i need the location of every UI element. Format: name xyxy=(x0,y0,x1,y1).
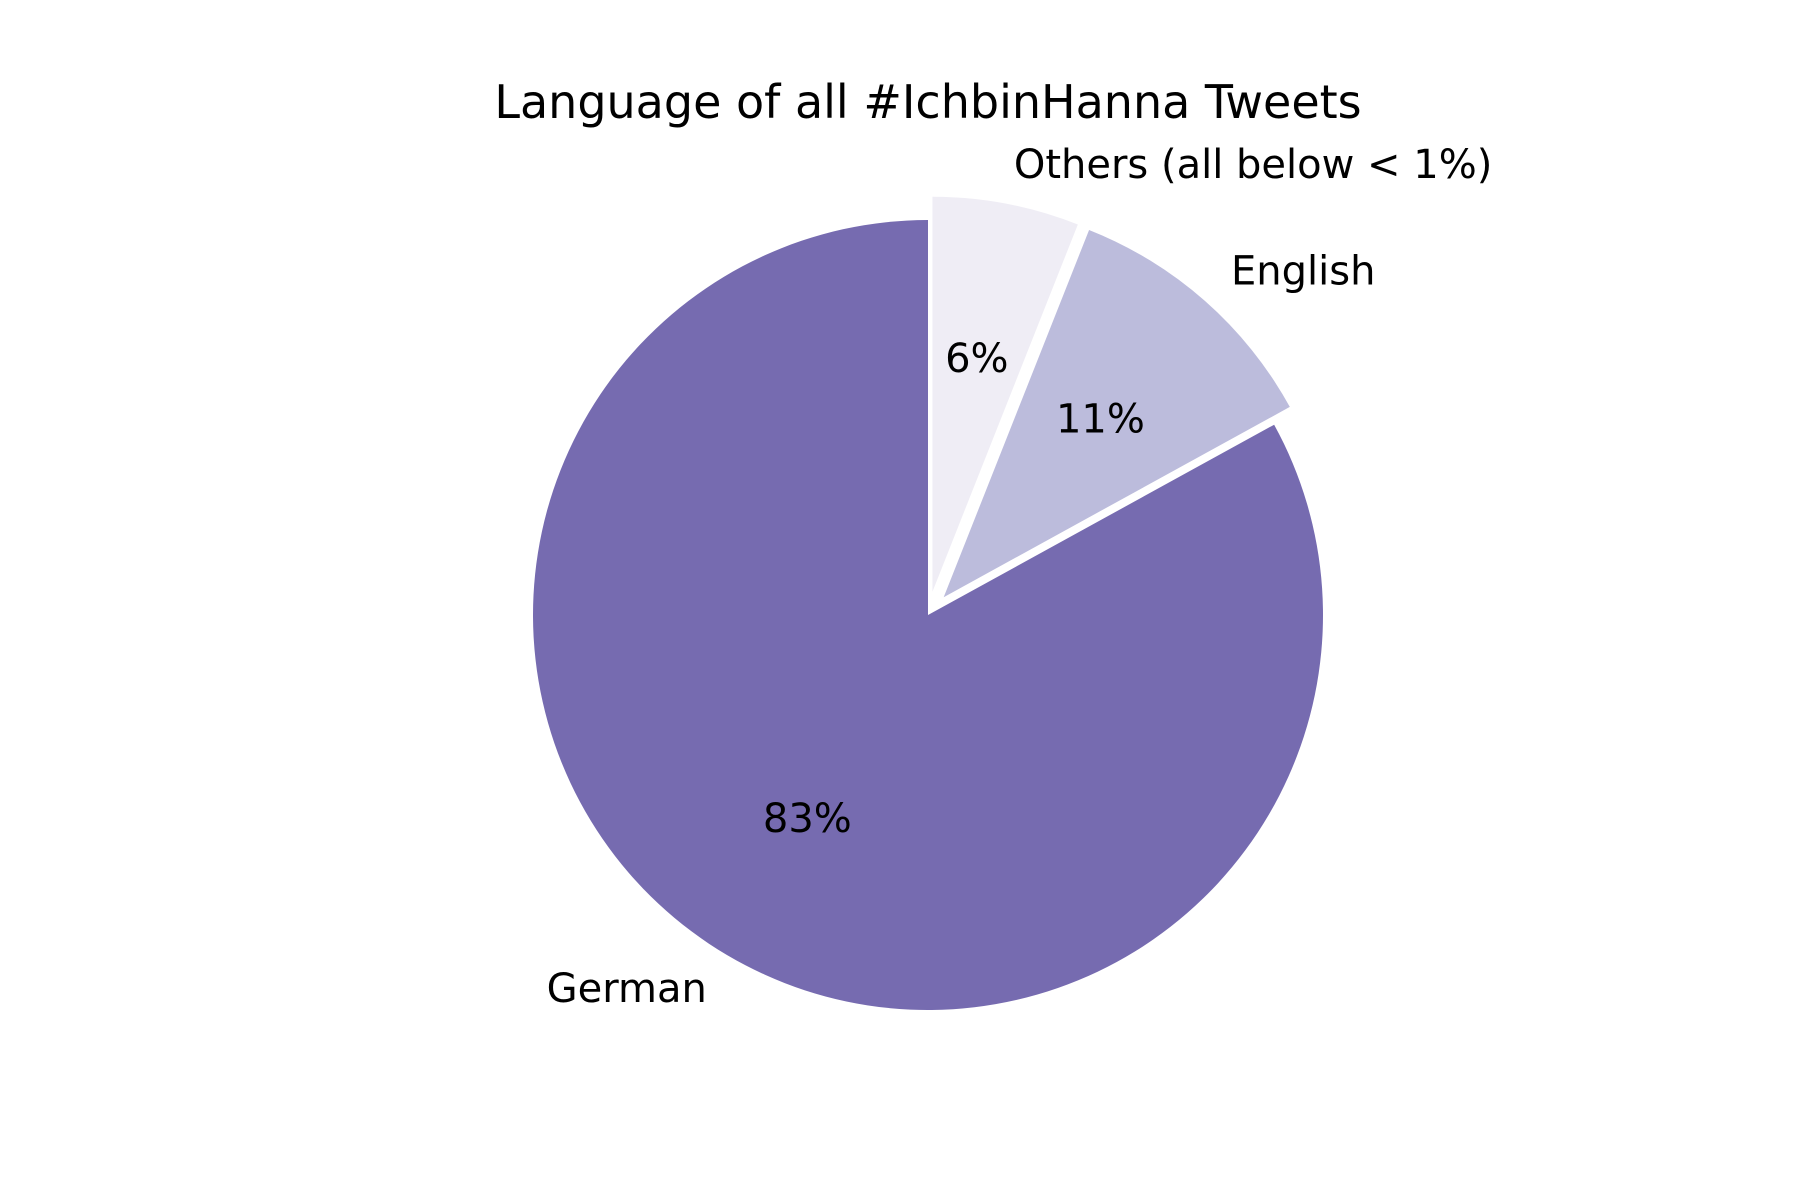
pie-slice-german xyxy=(532,220,1323,1010)
pct-label-others: 6% xyxy=(945,336,1008,382)
pie-labels: 83% German 11% English 6% Others (all below <… xyxy=(547,142,1493,1012)
chart-title: Language of all #IchbinHanna Tweets xyxy=(494,75,1361,129)
slice-label-others: Others (all below < 1%) xyxy=(1014,142,1493,188)
pie-slices xyxy=(532,196,1323,1010)
slice-label-german: German xyxy=(547,966,707,1012)
pct-label-english: 11% xyxy=(1056,396,1145,442)
pie-slice-english xyxy=(943,229,1290,598)
slice-label-english: English xyxy=(1231,248,1375,294)
pie-slice-others xyxy=(932,196,1078,592)
pct-label-german: 83% xyxy=(763,796,852,842)
